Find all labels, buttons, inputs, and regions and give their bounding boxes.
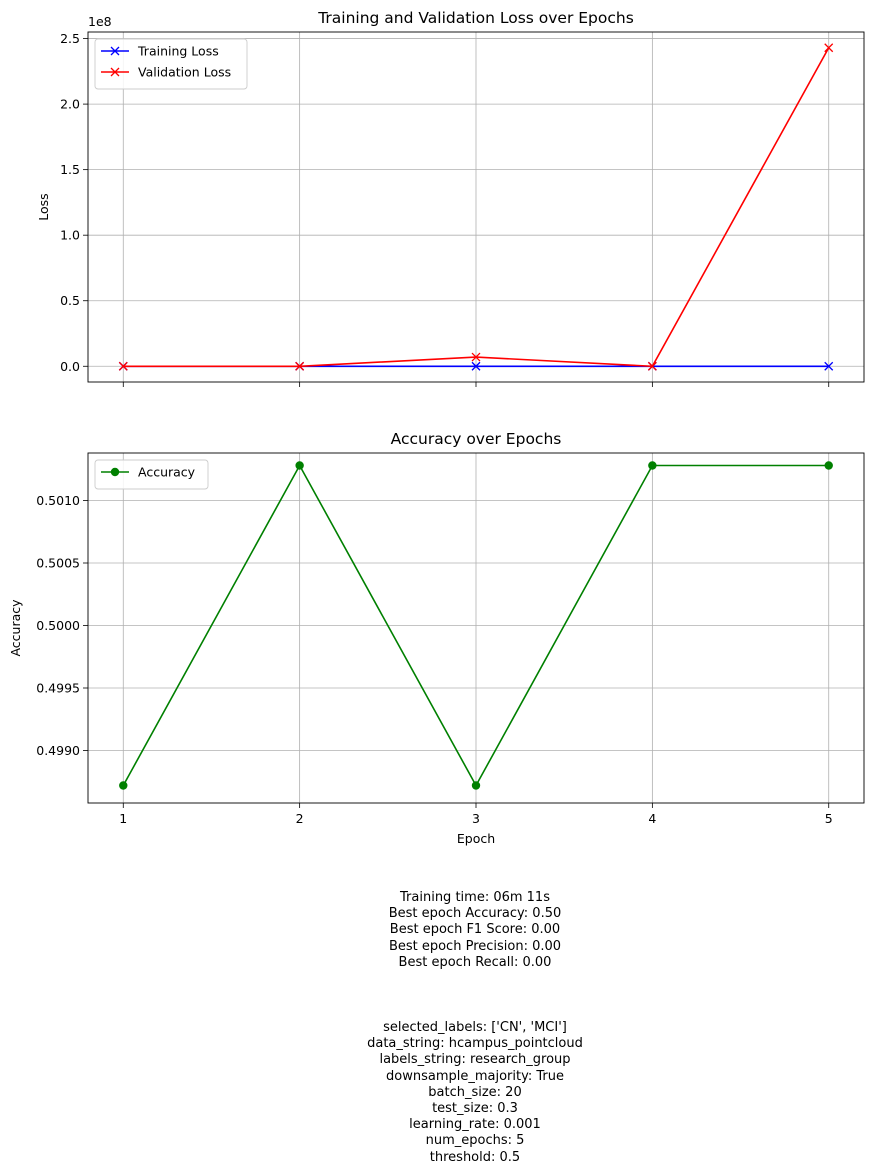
param-line: threshold: 0.5	[429, 1149, 521, 1165]
y-tick-label: 1.5	[60, 162, 80, 177]
data-point	[119, 781, 128, 790]
summary-line: Best epoch Precision: 0.00	[388, 938, 562, 954]
x-tick-label: 2	[296, 811, 304, 826]
data-point	[295, 461, 304, 470]
chart-title: Training and Validation Loss over Epochs	[317, 9, 634, 27]
summary-line: Best epoch Accuracy: 0.50	[388, 906, 562, 922]
y-tick-label: 0.4995	[36, 681, 80, 696]
x-tick-label: 4	[648, 811, 656, 826]
y-tick-label: 0.0	[60, 359, 80, 374]
y-axis-label: Accuracy	[8, 599, 23, 657]
param-line: batch_size: 20	[428, 1084, 522, 1100]
param-line: test_size: 0.3	[432, 1101, 518, 1117]
data-point	[471, 361, 481, 371]
y-tick-label: 0.4990	[36, 743, 80, 758]
legend-marker	[110, 46, 120, 56]
hyperparameters: selected_labels: ['CN', 'MCI'] data_stri…	[0, 1020, 872, 1166]
legend-marker	[110, 467, 120, 477]
param-line: downsample_majority: True	[386, 1068, 564, 1084]
legend-marker	[110, 67, 120, 77]
chart-panel-2: 1 2 3 4 5 0.4990 0.4995 0.5000 0.5005 0.5010 Accur…	[8, 430, 865, 846]
data-point	[824, 43, 834, 53]
param-line: learning_rate: 0.001	[409, 1117, 541, 1133]
data-point	[471, 352, 481, 362]
legend-label: Validation Loss	[138, 65, 231, 80]
data-point	[824, 361, 834, 371]
x-axis-label: Epoch	[457, 831, 495, 846]
legend-box	[94, 38, 248, 90]
x-tick-label: 5	[825, 811, 833, 826]
param-line: labels_string: research_group	[379, 1052, 571, 1068]
data-point	[471, 781, 481, 790]
y-axis-label: Loss	[36, 193, 51, 220]
legend-label: Accuracy	[138, 465, 196, 480]
data-point	[648, 461, 657, 470]
y-tick-label: 0.5	[60, 293, 80, 308]
x-tick-label: 3	[472, 811, 480, 826]
x-tick-label: 1	[119, 811, 127, 826]
y-tick-label: 0.5005	[36, 556, 80, 571]
chart-title: Accuracy over Epochs	[391, 430, 562, 448]
chart-panel-1: 0.0 0.5 1.0 1.5 2.0 2.5 Training and Validatio…	[36, 9, 865, 387]
data-point	[824, 461, 833, 470]
axes-frame	[87, 31, 865, 383]
legend-label: Training Loss	[137, 44, 219, 59]
summary-line: Training time: 06m 11s	[400, 890, 550, 905]
param-line: selected_labels: ['CN', 'MCI']	[383, 1020, 567, 1035]
data-point	[647, 361, 657, 371]
legend-box	[94, 459, 209, 490]
data-point	[295, 361, 305, 371]
axes-frame	[87, 452, 865, 804]
param-line: num_epochs: 5	[425, 1133, 525, 1149]
y-scale-label: 1e8	[88, 14, 112, 29]
summary-line: Best epoch Recall: 0.00	[398, 954, 552, 970]
y-tick-label: 2.5	[60, 31, 80, 46]
y-tick-label: 0.5010	[36, 493, 80, 508]
training-summary: Training time: 06m 11s Best epoch Accura…	[0, 890, 872, 971]
y-tick-label: 2.0	[60, 97, 80, 112]
param-line: data_string: hcampus_pointcloud	[367, 1036, 583, 1052]
data-point	[118, 361, 128, 371]
y-tick-label: 0.5000	[36, 618, 80, 633]
y-tick-label: 1.0	[60, 228, 80, 243]
summary-line: Best epoch F1 Score: 0.00	[389, 922, 561, 938]
